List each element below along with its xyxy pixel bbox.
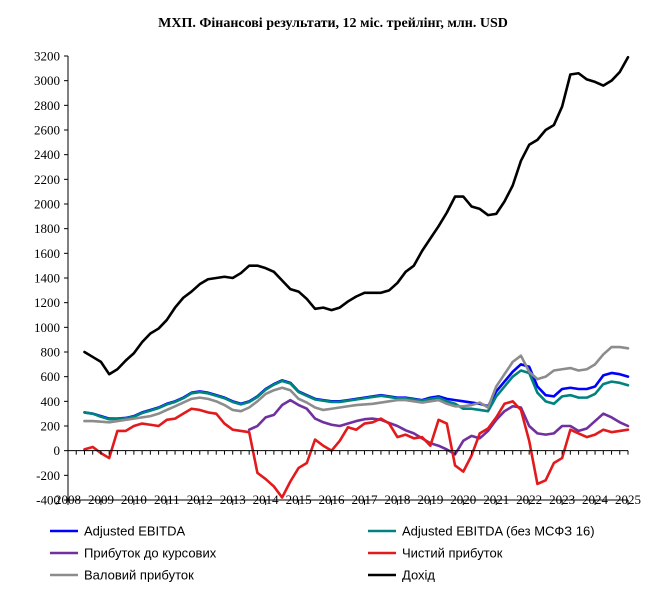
y-tick-label: 0 [54,443,61,458]
x-tick-label: 2009 [88,492,114,507]
x-tick-label: 2022 [516,492,542,507]
x-tick-label: 2017 [351,492,378,507]
y-tick-label: 1800 [34,221,60,236]
series-line-3 [83,400,630,499]
y-tick-label: 800 [41,345,61,360]
y-tick-label: 1000 [34,320,60,335]
y-tick-label: 600 [41,369,61,384]
legend-label: Adjusted EBITDA (без МСФЗ 16) [402,524,595,539]
series-line-4 [83,345,630,424]
x-tick-label: 2021 [483,492,509,507]
x-tick-label: 2025 [615,492,641,507]
x-tick-label: 2011 [154,492,180,507]
legend-label: Дохід [402,568,435,583]
y-tick-label: 1600 [34,246,60,261]
y-tick-label: 2800 [34,98,60,113]
y-tick-label: 1200 [34,295,60,310]
chart-title: МХП. Фінансові результати, 12 міс. трейл… [158,16,508,31]
x-tick-label: 2015 [286,492,312,507]
x-tick-label: 2012 [187,492,213,507]
y-tick-label: 400 [41,394,61,409]
x-tick-label: 2010 [121,492,147,507]
x-tick-label: 2024 [582,492,609,507]
x-tick-label: 2014 [253,492,280,507]
x-tick-label: 2019 [417,492,443,507]
legend-label: Валовий прибуток [84,568,194,583]
legend-label: Adjusted EBITDA [84,524,185,539]
y-tick-label: -400 [36,493,60,508]
x-tick-label: 2008 [55,492,81,507]
x-tick-label: 2023 [549,492,575,507]
y-tick-label: 3000 [34,73,60,88]
y-tick-label: 2200 [34,172,60,187]
x-tick-label: 2013 [220,492,246,507]
legend-label: Чистий прибуток [402,546,503,561]
series-line-5 [83,55,630,376]
legend-label: Прибуток до курсових [84,546,217,561]
x-tick-label: 2020 [450,492,476,507]
plot-area [83,55,630,499]
y-tick-label: 1400 [34,271,60,286]
y-tick-label: 3200 [34,49,60,64]
x-tick-label: 2016 [319,492,346,507]
x-tick-label: 2018 [384,492,410,507]
y-tick-label: 2400 [34,147,60,162]
series-line-1 [83,369,630,421]
y-tick-label: -200 [36,468,60,483]
y-tick-label: 2600 [34,123,60,138]
axes: 3200300028002600240022002000180016001400… [34,49,641,508]
legend: Adjusted EBITDA Adjusted EBITDA (без МСФЗ… [50,524,595,583]
y-tick-label: 2000 [34,197,60,212]
series-line-2 [247,398,630,456]
y-tick-label: 200 [41,419,61,434]
